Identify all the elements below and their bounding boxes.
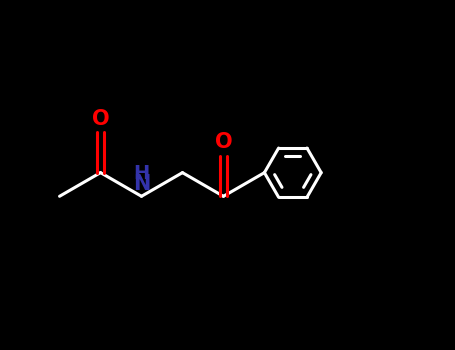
Text: O: O (92, 108, 109, 129)
Text: N: N (133, 174, 150, 194)
Text: H: H (133, 164, 150, 183)
Text: O: O (215, 132, 232, 152)
